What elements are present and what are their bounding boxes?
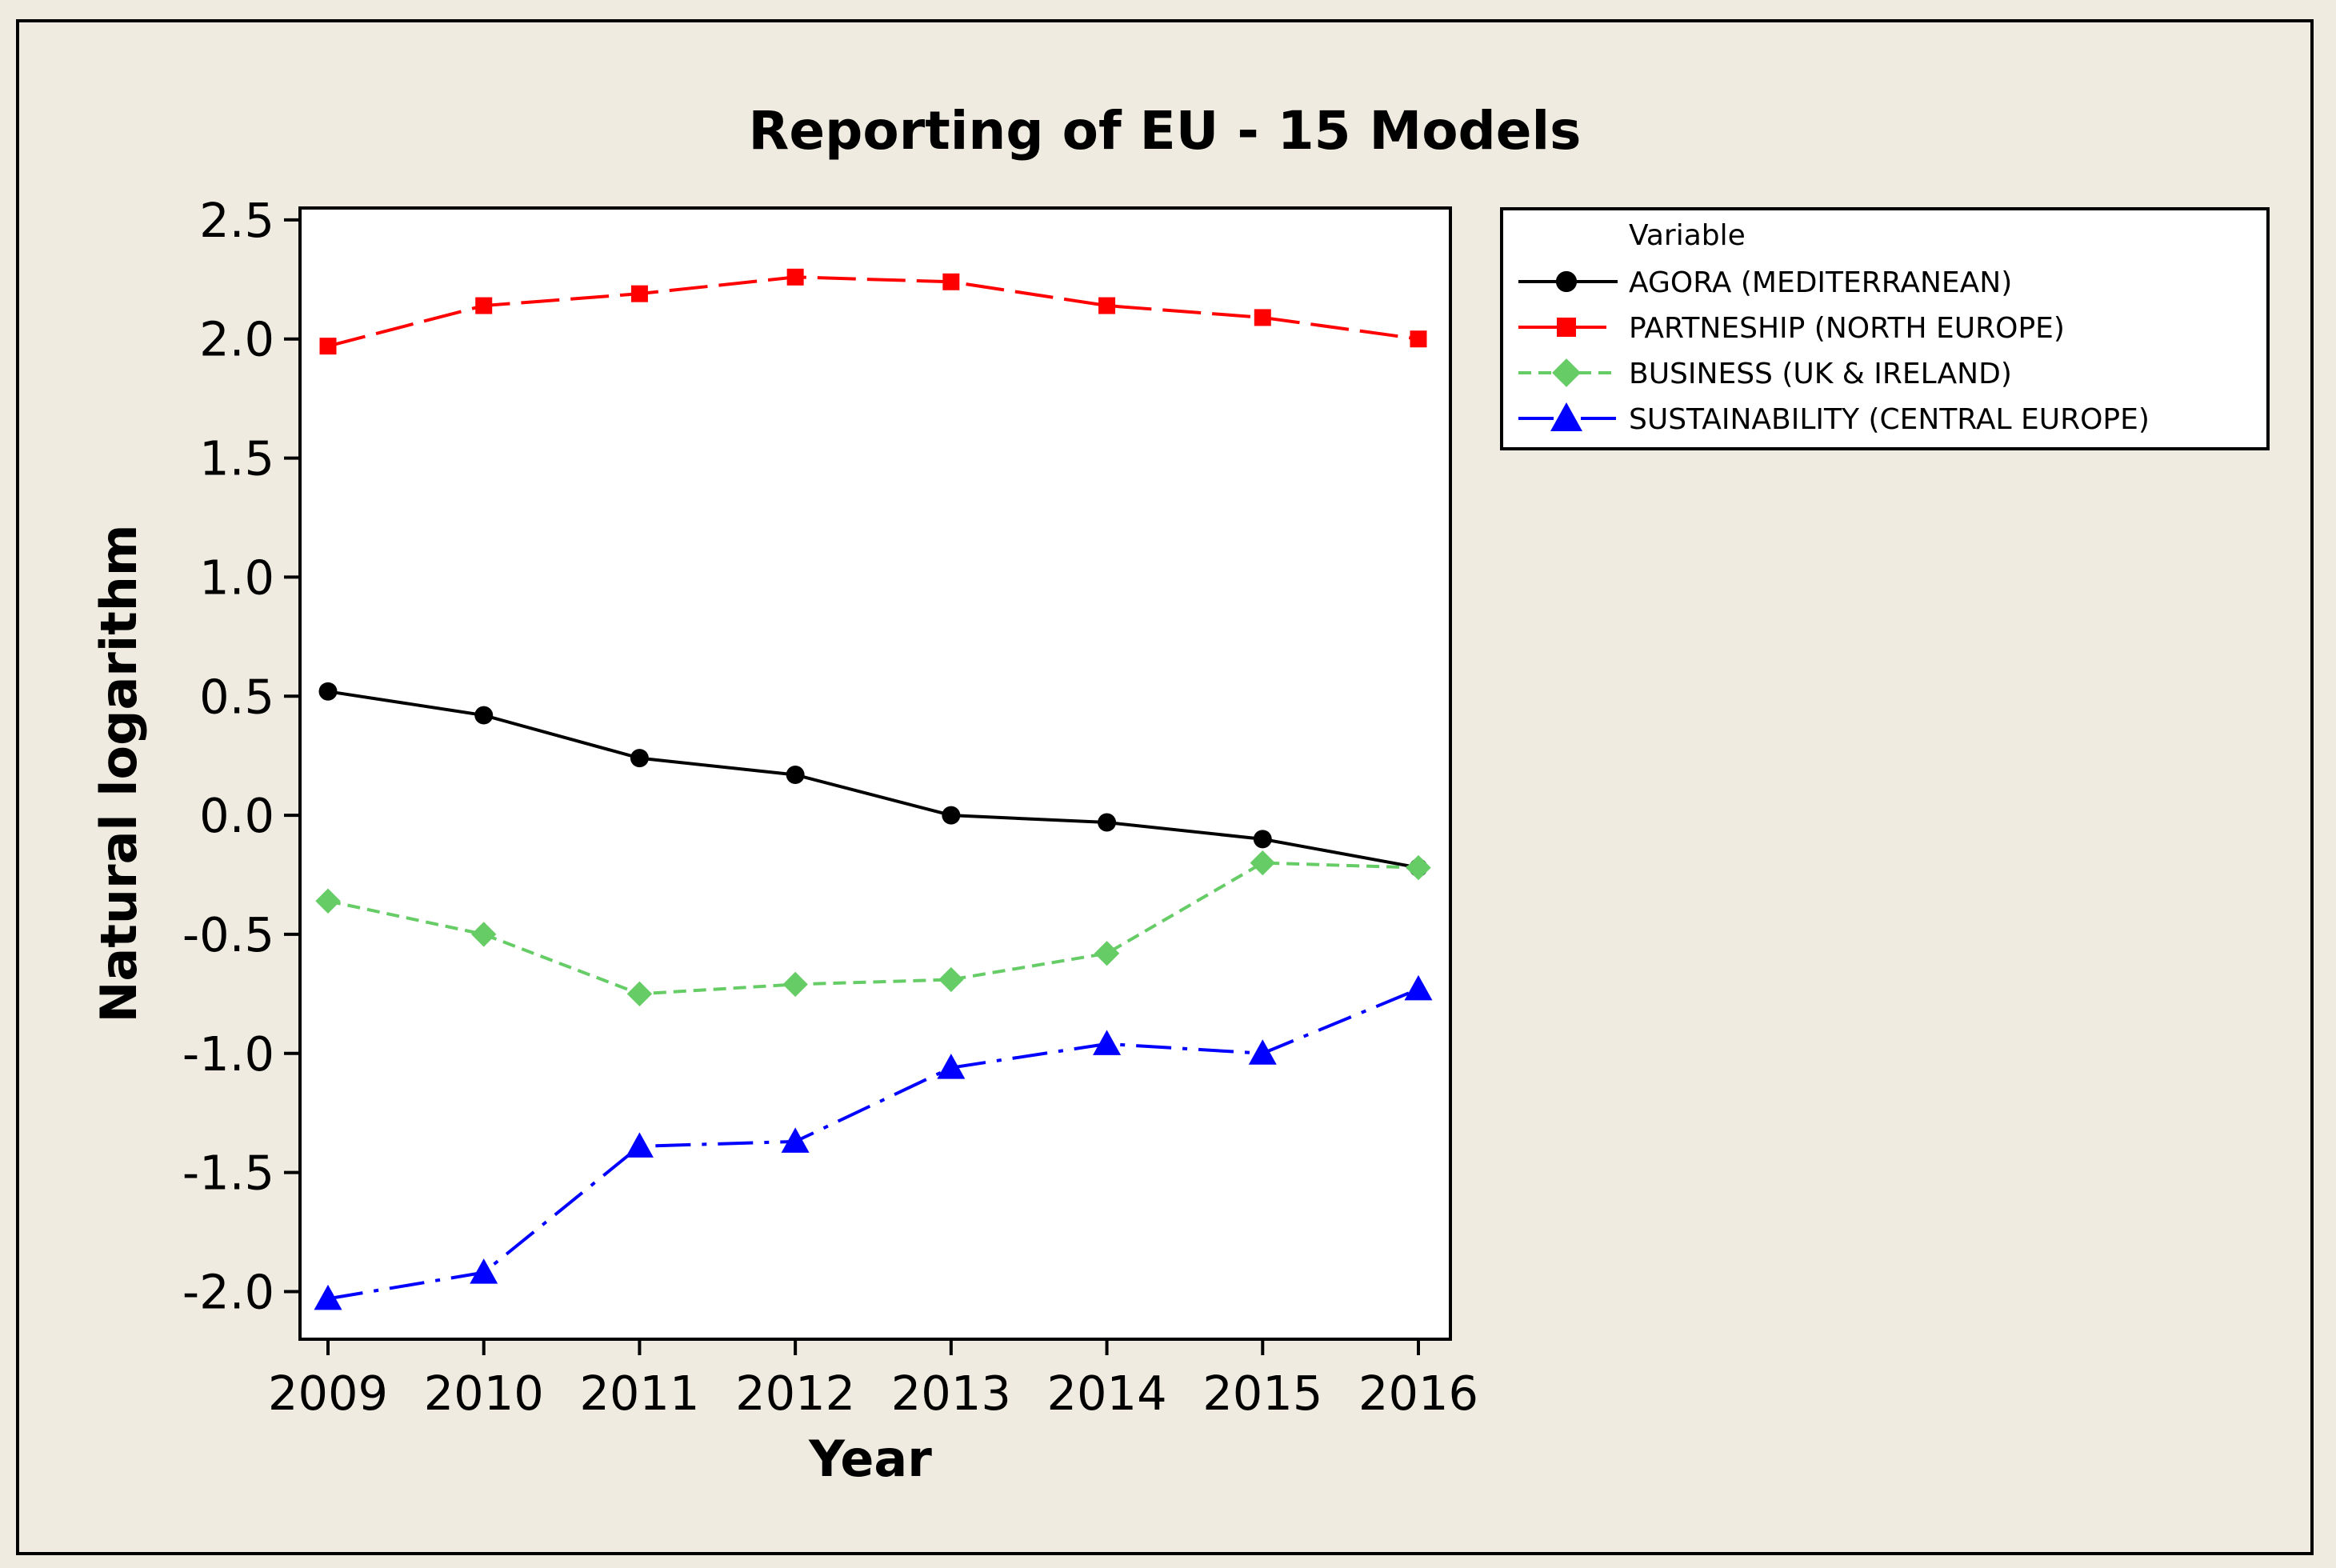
x-axis: 2009 2010 2011 2012 2013 2014 2015 2016 <box>268 1339 1478 1421</box>
data-point-partneship <box>630 285 648 302</box>
data-point-partneship <box>942 273 960 290</box>
series-agora <box>318 682 1428 878</box>
legend-entries: AGORA (MEDITERRANEAN) PARTNESHIP (NORTH E… <box>1518 266 2150 436</box>
series-line-business <box>327 861 1419 996</box>
data-point-sustainability <box>625 1132 654 1158</box>
data-point-partneship <box>1410 330 1427 348</box>
data-point-sustainability <box>1248 1039 1277 1065</box>
data-point-agora <box>786 766 805 784</box>
data-point-partneship <box>475 297 493 314</box>
series-business <box>315 850 1431 1007</box>
legend-box <box>1500 207 2270 450</box>
figure-frame <box>16 19 2314 1555</box>
series-line-sustainability <box>327 987 1419 1301</box>
legend: Variable AGORA (MEDITERRANEAN) PARTNESHIP… <box>1500 207 2270 450</box>
y-tick-label: 1.0 <box>199 550 274 605</box>
y-tick-label: -2.0 <box>182 1264 274 1319</box>
y-tick-label: 2.0 <box>199 312 274 367</box>
legend-marker-sustainability <box>1550 402 1582 431</box>
data-point-business <box>1094 941 1120 966</box>
data-point-sustainability <box>1093 1030 1122 1055</box>
data-point-agora <box>630 749 649 768</box>
legend-label-business: BUSINESS (UK & IRELAND) <box>1629 358 2012 390</box>
data-point-business <box>626 981 653 1007</box>
x-tick-label: 2016 <box>1358 1366 1478 1421</box>
x-tick-label: 2010 <box>424 1366 544 1421</box>
series-partneship <box>319 268 1427 355</box>
data-point-sustainability <box>781 1127 810 1153</box>
data-point-business <box>315 888 341 914</box>
y-tick-label: -1.0 <box>182 1026 274 1082</box>
data-point-sustainability <box>470 1258 498 1284</box>
data-point-partneship <box>786 268 804 286</box>
series-line-partneship <box>327 275 1419 348</box>
series-sustainability <box>314 974 1433 1310</box>
y-tick-label: 0.0 <box>199 788 274 843</box>
data-point-agora <box>1253 830 1272 849</box>
legend-title: Variable <box>1629 219 1746 252</box>
data-point-agora <box>318 682 338 701</box>
data-point-business <box>938 966 964 993</box>
legend-entry-sustainability: SUSTAINABILITY (CENTRAL EUROPE) <box>1518 402 2150 436</box>
x-tick-label: 2015 <box>1202 1366 1322 1421</box>
data-point-business <box>471 922 497 947</box>
legend-entry-agora: AGORA (MEDITERRANEAN) <box>1518 266 2012 299</box>
data-point-agora <box>942 806 961 825</box>
legend-label-sustainability: SUSTAINABILITY (CENTRAL EUROPE) <box>1629 403 2150 436</box>
x-tick-label: 2014 <box>1046 1366 1166 1421</box>
x-tick-label: 2009 <box>268 1366 388 1421</box>
data-point-agora <box>1098 813 1117 832</box>
legend-entry-business: BUSINESS (UK & IRELAND) <box>1518 358 2012 390</box>
data-point-sustainability <box>1404 974 1433 1001</box>
data-point-partneship <box>319 338 337 355</box>
legend-label-partneship: PARTNESHIP (NORTH EUROPE) <box>1629 312 2065 345</box>
x-tick-label: 2011 <box>579 1366 699 1421</box>
data-point-sustainability <box>937 1054 966 1079</box>
y-tick-label: -0.5 <box>182 907 274 962</box>
y-tick-label: 2.5 <box>199 193 274 248</box>
x-tick-label: 2012 <box>735 1366 855 1421</box>
plot-area <box>298 206 1452 1341</box>
chart-title: Reporting of EU - 15 Models <box>749 100 1582 162</box>
series-layer <box>314 268 1433 1310</box>
y-tick-label: -1.5 <box>182 1146 274 1201</box>
data-point-sustainability <box>314 1284 342 1310</box>
legend-entry-partneship: PARTNESHIP (NORTH EUROPE) <box>1518 312 2065 345</box>
y-axis-title: Natural logarithm <box>90 524 148 1022</box>
data-point-business <box>782 971 808 998</box>
y-tick-label: 0.5 <box>199 669 274 724</box>
x-axis-title: Year <box>808 1430 932 1488</box>
legend-label-agora: AGORA (MEDITERRANEAN) <box>1629 266 2012 299</box>
data-point-business <box>1250 850 1275 876</box>
y-axis: 2.5 2.0 1.5 1.0 0.5 0.0 -0.5 -1.0 -1.5 -2.0 <box>182 193 300 1319</box>
data-point-business <box>1406 854 1431 881</box>
data-point-agora <box>474 706 494 725</box>
data-point-partneship <box>1098 297 1116 314</box>
data-point-partneship <box>1254 309 1271 326</box>
y-tick-label: 1.5 <box>199 431 274 486</box>
x-tick-label: 2013 <box>891 1366 1011 1421</box>
series-line-agora <box>327 690 1419 870</box>
legend-marker-partneship <box>1557 318 1576 337</box>
legend-marker-business <box>1552 358 1581 387</box>
legend-marker-agora <box>1555 270 1578 293</box>
